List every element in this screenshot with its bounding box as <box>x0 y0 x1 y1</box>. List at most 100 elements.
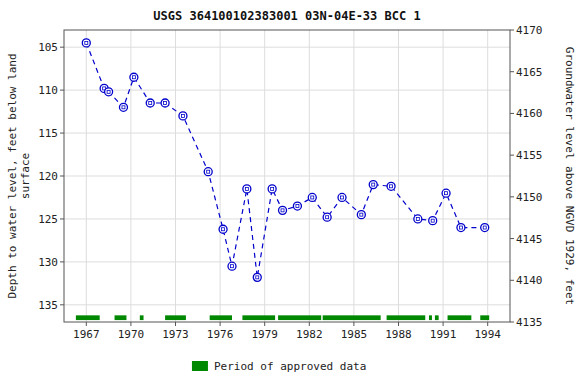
marker-circle <box>338 193 346 201</box>
marker-circle <box>481 224 489 232</box>
y2-tick-label: 4145 <box>516 233 543 246</box>
x-tick <box>353 322 354 326</box>
y-tick-label: 115 <box>38 127 58 140</box>
x-tick-label: 1985 <box>341 328 368 341</box>
marker-square <box>107 90 110 93</box>
marker <box>146 99 154 107</box>
marker-circle <box>429 217 437 225</box>
series-line <box>86 43 484 277</box>
y-tick <box>60 176 64 177</box>
marker-square <box>281 209 284 212</box>
marker-circle <box>82 39 90 47</box>
y2-tick-label: 4135 <box>516 316 543 329</box>
approved-segment <box>435 315 439 320</box>
y-grid-line <box>64 304 510 305</box>
marker <box>323 213 331 221</box>
x-tick-label: 1979 <box>251 328 278 341</box>
marker-square <box>122 106 125 109</box>
y2-tick <box>510 322 514 323</box>
marker-square <box>390 185 393 188</box>
y2-tick-label: 4165 <box>516 66 543 79</box>
y-grid-line <box>64 176 510 177</box>
y-axis-label-line: surface <box>19 153 32 199</box>
approved-segment <box>448 315 472 320</box>
marker-circle <box>146 99 154 107</box>
y-grid-line <box>64 90 510 91</box>
marker <box>481 224 489 232</box>
marker-circle <box>179 112 187 120</box>
x-tick-label: 1970 <box>118 328 145 341</box>
y2-tick <box>510 280 514 281</box>
marker <box>130 73 138 81</box>
x-tick <box>175 322 176 326</box>
marker-square <box>416 217 419 220</box>
x-tick-label: 1994 <box>474 328 501 341</box>
y2-tick <box>510 71 514 72</box>
x-tick <box>398 322 399 326</box>
y-tick-label: 135 <box>38 299 58 312</box>
y-tick <box>60 261 64 262</box>
marker-square <box>230 265 233 268</box>
marker-circle <box>228 262 236 270</box>
marker-square <box>85 41 88 44</box>
x-tick <box>309 322 310 326</box>
marker-circle <box>279 206 287 214</box>
marker-square <box>164 102 167 105</box>
marker-square <box>245 187 248 190</box>
approved-segment <box>278 315 321 320</box>
x-tick <box>487 322 488 326</box>
marker-circle <box>387 182 395 190</box>
marker <box>253 273 261 281</box>
y-tick <box>60 218 64 219</box>
marker-square <box>311 196 314 199</box>
marker-circle <box>204 168 212 176</box>
marker-circle <box>369 181 377 189</box>
marker-square <box>431 219 434 222</box>
marks <box>76 39 489 320</box>
marker-circle <box>253 273 261 281</box>
marker <box>204 168 212 176</box>
marker <box>387 182 395 190</box>
marker-square <box>181 114 184 117</box>
y2-tick <box>510 30 514 31</box>
y-grid-line <box>64 133 510 134</box>
marker-square <box>271 187 274 190</box>
marker-circle <box>308 193 316 201</box>
y2-axis: 41354140414541504155416041654170 <box>510 24 543 329</box>
marker <box>119 103 127 111</box>
y2-tick-label: 4170 <box>516 24 543 37</box>
marker-circle <box>357 211 365 219</box>
y2-tick-label: 4140 <box>516 274 543 287</box>
y2-tick-label: 4160 <box>516 107 543 120</box>
marker <box>279 206 287 214</box>
marker-circle <box>268 185 276 193</box>
y-tick-label: 125 <box>38 213 58 226</box>
x-tick-label: 1982 <box>296 328 323 341</box>
legend-label: Period of approved data <box>214 360 366 373</box>
marker <box>442 189 450 197</box>
approved-segment <box>210 315 232 320</box>
y2-tick <box>510 238 514 239</box>
x-axis: 1967197019731976197919821985198819911994 <box>73 322 501 341</box>
marker <box>268 185 276 193</box>
marker-square <box>132 76 135 79</box>
x-tick-label: 1967 <box>73 328 100 341</box>
y-tick-label: 130 <box>38 256 58 269</box>
marker-circle <box>442 189 450 197</box>
y-tick-label: 120 <box>38 170 58 183</box>
marker-circle <box>243 185 251 193</box>
y-tick-label: 105 <box>38 41 58 54</box>
x-tick <box>220 322 221 326</box>
y2-axis-label: Groundwater level above NGVD 1929, feet <box>563 47 576 305</box>
marker-circle <box>105 88 113 96</box>
y-tick-label: 110 <box>38 84 58 97</box>
marker <box>308 193 316 201</box>
y2-tick <box>510 113 514 114</box>
x-tick-label: 1976 <box>207 328 234 341</box>
approved-segment <box>140 315 144 320</box>
y2-tick-label: 4155 <box>516 149 543 162</box>
y-tick <box>60 133 64 134</box>
marker-square <box>445 192 448 195</box>
y-grid-line <box>64 261 510 262</box>
y-axis: 105 110 115 120 125 130 135 <box>38 41 64 312</box>
